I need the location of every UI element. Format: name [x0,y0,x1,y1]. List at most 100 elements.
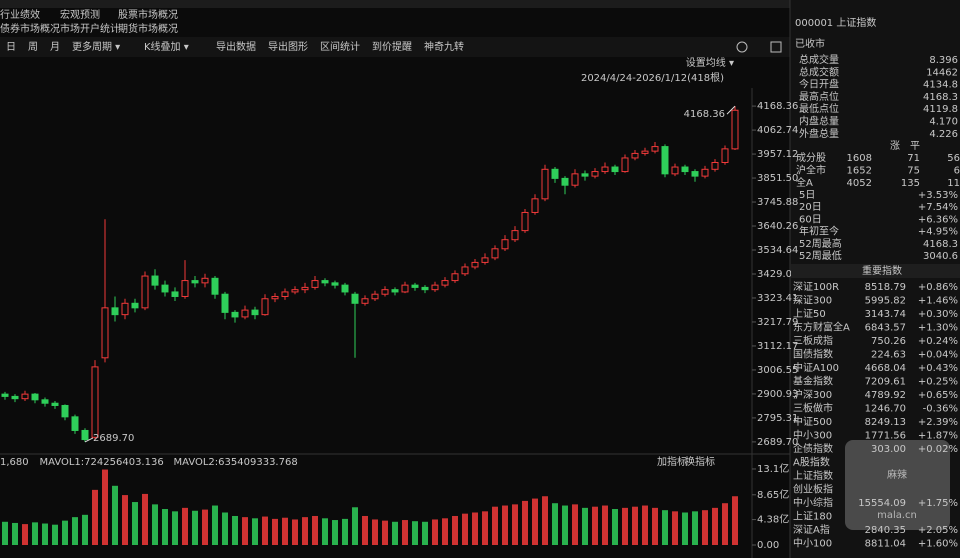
volume-bar [132,502,138,545]
index-name[interactable]: A股指数 [793,456,830,469]
candle-body [501,239,509,250]
toolbar-button[interactable]: K线叠加 ▾ [144,40,189,53]
menu-item[interactable]: 宏观预测 [60,8,100,21]
volume-bar [332,520,338,545]
toolbar-button[interactable]: 到价提醒 [372,41,412,53]
index-name[interactable]: 中小300 [793,429,832,442]
index-name[interactable]: 深证100R [793,281,839,293]
menu-item[interactable]: 债券市场概况 [0,22,60,35]
candle-body [641,150,649,154]
volume-bar [2,521,8,545]
return-label: 52周最低 [799,249,842,262]
volume-bar [72,517,78,545]
index-price: 224.63 [871,350,906,361]
zoom-icon[interactable] [736,41,748,53]
indicator-button[interactable]: 换指标 [685,455,715,468]
candle-body [651,146,659,152]
index-change: +0.86% [918,282,958,293]
index-price: 15554.09 [858,498,906,509]
volume-bar [422,521,428,545]
return-value: +4.95% [918,227,958,238]
stat-value: 4134.8 [923,80,958,91]
index-name[interactable]: 中小100 [793,537,832,550]
menu-item[interactable]: 股票市场概况 [118,8,178,21]
volume-bar [202,509,208,545]
candle-body [581,173,589,177]
breadth-down: 11 [947,178,960,189]
volume-bar [252,518,258,545]
index-name[interactable]: 中证A100 [793,361,839,374]
stat-value: 4.170 [929,117,958,128]
toolbar-button[interactable]: 月 [50,41,60,53]
candle-body [131,302,139,309]
volume-bar [172,511,178,545]
index-name[interactable]: 中证500 [793,415,832,428]
return-value: +3.53% [918,190,958,201]
index-name[interactable]: 企债指数 [793,442,833,455]
candle-body [351,293,359,304]
toolbar-button[interactable]: 日 [6,42,16,53]
index-name[interactable]: 创业板指 [793,483,833,496]
candle-body [671,166,679,175]
volume-bar [352,507,358,545]
toolbar-button[interactable]: 导出图形 [268,40,308,53]
watermark: mala.cn [877,510,917,521]
candle-body [391,289,399,293]
stat-label: 外盘总量 [799,127,839,140]
ma-setting[interactable]: 设置均线 ▾ [686,56,734,69]
toolbar-button[interactable]: 导出数据 [216,40,256,53]
stat-label: 总成交量 [799,53,839,66]
index-change: +0.02% [918,444,958,455]
candle-body [731,109,739,150]
volume-bar [62,520,68,545]
volume-bar [732,496,738,545]
menu-item[interactable]: 行业绩效 [0,8,40,21]
annotation-line [726,105,736,115]
fullscreen-icon[interactable] [770,41,782,53]
breadth-label: 成分股 [796,152,826,164]
toolbar-bg [0,37,790,57]
candle-body [101,307,109,359]
index-name[interactable]: 上证指数 [793,469,833,482]
index-price: 2840.35 [865,525,906,536]
index-name[interactable]: 三板成指 [793,334,833,347]
index-name[interactable]: 东方财富全A [793,321,850,334]
breadth-down: 56 [947,153,960,164]
toolbar-button[interactable]: 神奇九转 [424,40,464,53]
volume-bar [122,495,128,545]
candle-body [461,266,469,275]
candle-body [121,302,129,316]
volume-bar [552,503,558,545]
menu-item[interactable]: 期货市场概况 [118,22,178,35]
volume-bar [142,493,148,545]
volume-bar [452,515,458,545]
volume-bar [522,500,528,545]
volume-bar [52,524,58,545]
index-name[interactable]: 深证300 [793,295,832,307]
stat-label: 内盘总量 [799,115,839,128]
index-change: +0.43% [918,363,958,374]
volume-bar [492,506,498,545]
candle-body [301,286,309,291]
volume-bar [162,509,168,545]
toolbar-button[interactable]: 区间统计 [320,40,360,53]
index-name[interactable]: 深证A指 [793,523,830,536]
index-name[interactable]: 上证50 [793,308,826,320]
toolbar-button[interactable]: 周 [28,41,38,53]
index-name[interactable]: 上证180 [793,511,832,523]
volume-bar [602,505,608,545]
candle-body [561,177,569,186]
toolbar-button[interactable]: 更多周期 ▾ [72,40,120,53]
menu-item[interactable]: 市场开户统计 [60,22,120,35]
volume-legend: MAVOL1:724256403.136 [40,457,164,468]
index-name[interactable]: 三板做市 [793,402,833,415]
index-name[interactable]: 基金指数 [793,375,833,388]
index-name[interactable]: 国债指数 [793,348,833,361]
candle-body [281,291,289,297]
indicator-button[interactable]: 加指标 [657,455,687,468]
index-name[interactable]: 沪深300 [793,388,832,401]
candle-body [421,286,429,291]
candle-body [1,393,9,397]
index-name[interactable]: 中小综指 [793,496,833,509]
